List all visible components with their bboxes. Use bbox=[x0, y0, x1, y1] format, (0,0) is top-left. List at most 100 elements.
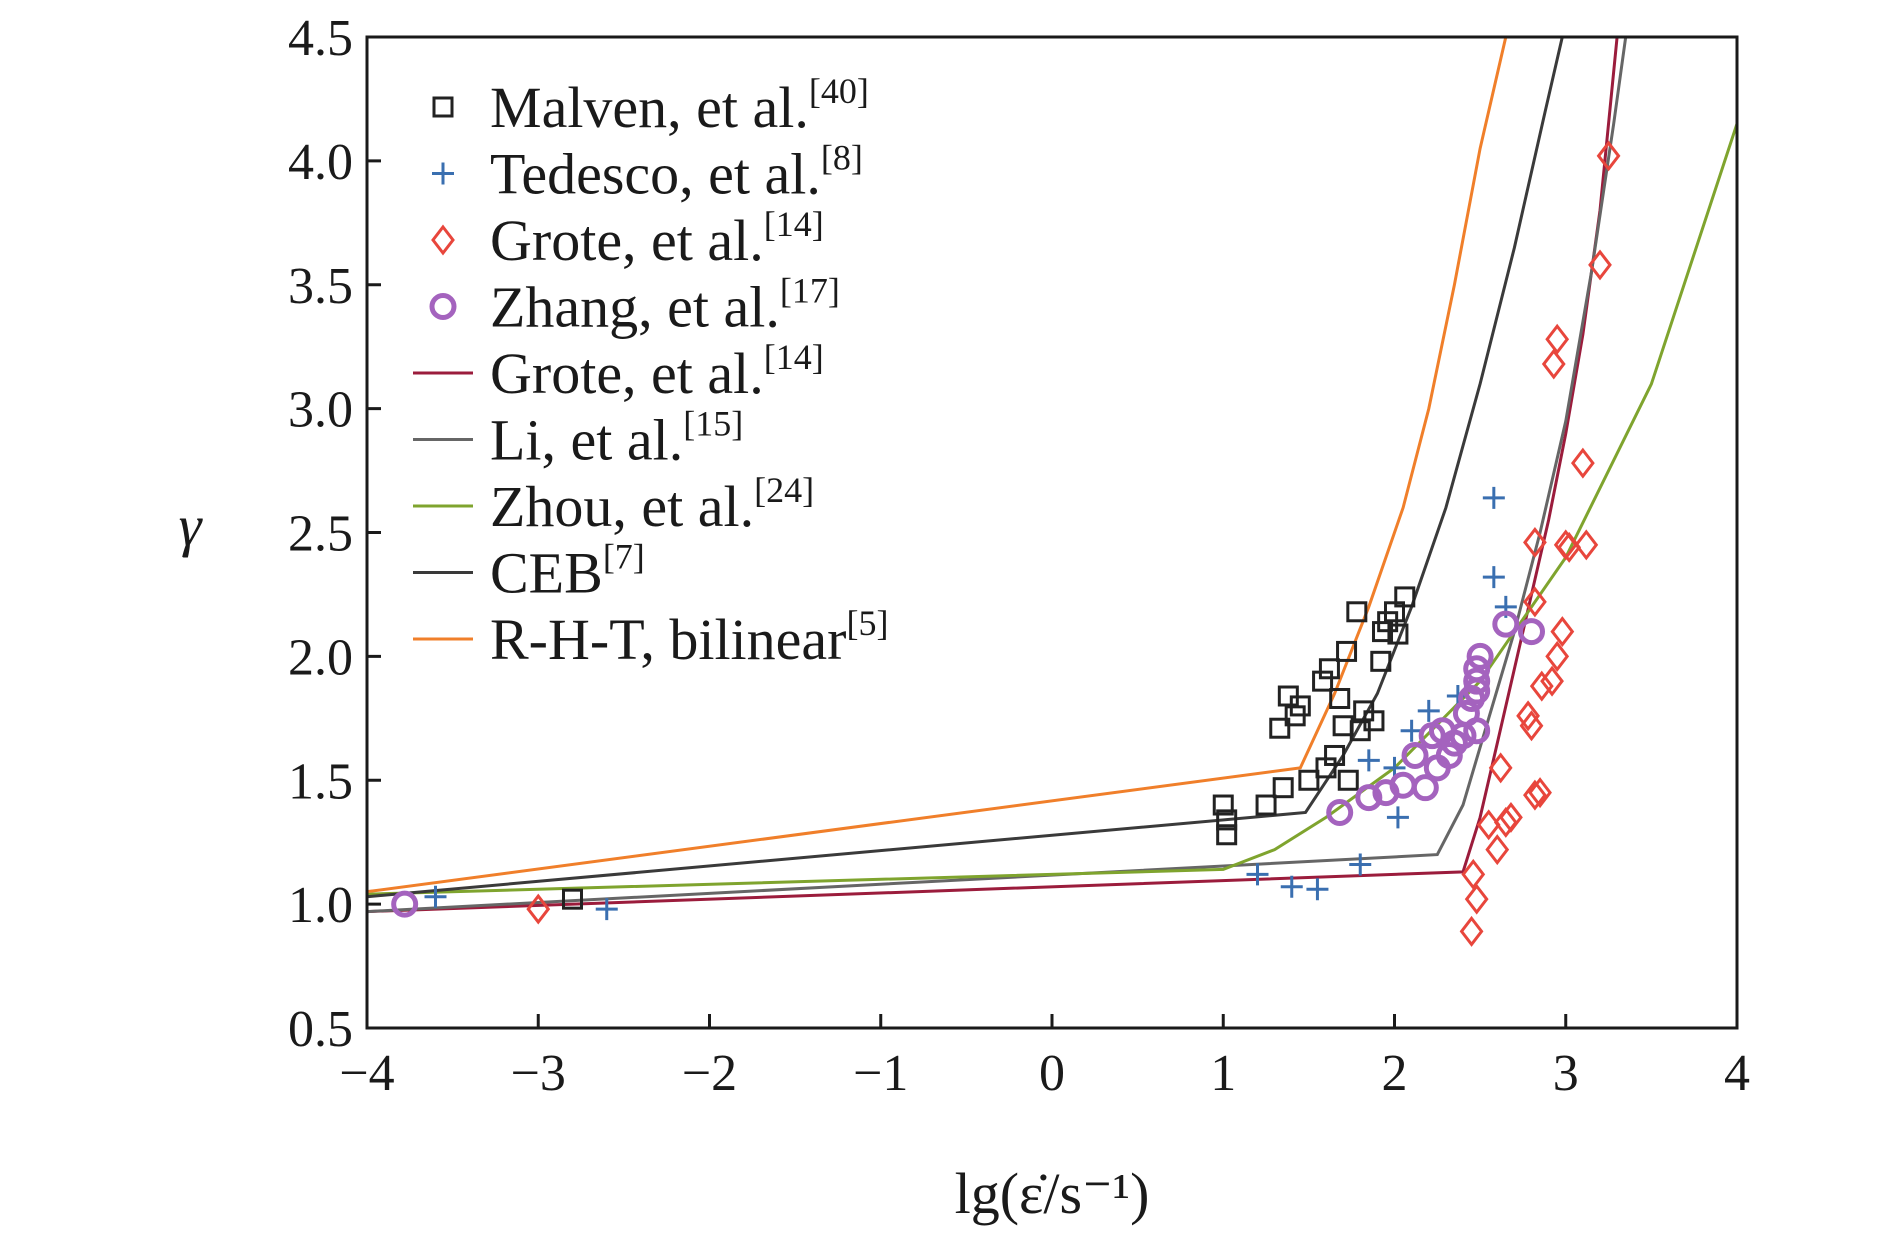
y-tick-label: 1.5 bbox=[288, 753, 353, 810]
data-point bbox=[1523, 586, 1547, 618]
data-point bbox=[1324, 744, 1346, 766]
data-point bbox=[1541, 348, 1566, 380]
y-tick-label: 3.5 bbox=[288, 258, 353, 315]
data-point bbox=[1463, 677, 1491, 705]
data-point bbox=[1588, 249, 1612, 281]
data-point bbox=[526, 893, 551, 925]
data-point bbox=[1596, 140, 1621, 172]
data-point bbox=[391, 890, 419, 918]
data-point bbox=[1523, 526, 1547, 558]
legend-item: CEB[7] bbox=[413, 537, 645, 606]
data-point bbox=[1401, 741, 1429, 769]
y-tick-label: 2.0 bbox=[288, 629, 353, 686]
data-point bbox=[1545, 323, 1570, 355]
data-point bbox=[1529, 670, 1554, 702]
data-point bbox=[1574, 529, 1599, 561]
legend-marker bbox=[432, 162, 454, 185]
data-point bbox=[1400, 719, 1423, 742]
data-point bbox=[1492, 610, 1520, 638]
y-tick-label: 2.5 bbox=[288, 506, 353, 563]
x-tick-label: −3 bbox=[511, 1045, 566, 1102]
x-tick-label: 3 bbox=[1553, 1045, 1579, 1102]
data-point bbox=[1386, 806, 1409, 829]
x-tick-label: 2 bbox=[1382, 1045, 1408, 1102]
y-tick-label: 4.5 bbox=[288, 10, 353, 67]
data-point bbox=[1246, 863, 1269, 886]
data-point bbox=[1387, 623, 1409, 645]
x-tick-label: 0 bbox=[1039, 1045, 1065, 1102]
series-line bbox=[367, 37, 1628, 914]
data-point bbox=[1463, 667, 1491, 695]
data-point bbox=[1493, 806, 1518, 838]
legend-item: R-H-T, bilinear[5] bbox=[413, 603, 888, 672]
legend: Malven, et al.[40]Tedesco, et al.[8]Grot… bbox=[413, 71, 888, 672]
series-line bbox=[367, 37, 1564, 899]
legend-item: Grote, et al.[14] bbox=[431, 204, 824, 273]
data-point bbox=[1355, 784, 1383, 812]
data-point bbox=[1463, 717, 1491, 745]
data-point bbox=[562, 888, 583, 910]
legend-marker bbox=[431, 224, 455, 256]
y-tick-label: 1.0 bbox=[288, 877, 353, 934]
legend-label: R-H-T, bilinear[5] bbox=[490, 603, 888, 672]
data-point bbox=[1326, 798, 1354, 826]
data-point bbox=[1289, 695, 1311, 717]
data-point bbox=[1540, 665, 1564, 697]
legend-label: Malven, et al.[40] bbox=[490, 71, 869, 140]
data-point bbox=[1349, 853, 1372, 876]
data-point bbox=[1357, 749, 1380, 772]
legend-marker bbox=[429, 293, 457, 320]
data-point bbox=[1482, 486, 1505, 509]
x-tick-label: 1 bbox=[1210, 1045, 1236, 1102]
data-point bbox=[1312, 670, 1334, 692]
y-axis-ticks: 0.5 1.0 1.5 2.0 2.5 3.0 3.5 4.0 4.5 bbox=[288, 10, 381, 1058]
y-tick-label: 3.0 bbox=[288, 382, 353, 439]
data-point bbox=[1417, 699, 1440, 722]
legend-item: Tedesco, et al.[8] bbox=[432, 138, 863, 207]
legend-label: Li, et al.[15] bbox=[490, 404, 743, 473]
data-point bbox=[1466, 642, 1494, 670]
legend-item: Zhou, et al.[24] bbox=[413, 470, 814, 539]
legend-label: Tedesco, et al.[8] bbox=[490, 138, 863, 207]
y-tick-label: 0.5 bbox=[288, 1001, 353, 1058]
data-point bbox=[1280, 875, 1303, 898]
data-point bbox=[1482, 566, 1505, 589]
x-tick-label: 4 bbox=[1724, 1045, 1750, 1102]
legend-item: Zhang, et al.[17] bbox=[429, 271, 840, 340]
data-point bbox=[1272, 777, 1294, 799]
data-point bbox=[1318, 658, 1340, 680]
data-point bbox=[1545, 640, 1570, 672]
x-tick-label: −2 bbox=[682, 1045, 737, 1102]
data-point bbox=[1518, 618, 1545, 646]
data-point bbox=[1346, 601, 1368, 623]
data-point bbox=[1216, 824, 1238, 846]
data-point bbox=[1570, 447, 1595, 479]
data-point bbox=[1349, 720, 1371, 742]
legend-marker bbox=[432, 96, 454, 118]
legend-label: CEB[7] bbox=[490, 537, 645, 606]
data-point bbox=[1255, 794, 1277, 816]
data-point bbox=[1461, 858, 1486, 890]
data-point bbox=[1329, 687, 1351, 709]
series-line bbox=[367, 37, 1508, 894]
data-point bbox=[1394, 586, 1416, 608]
data-point bbox=[1459, 915, 1484, 947]
x-axis-title: lg(ε̇/s⁻¹) bbox=[955, 1161, 1150, 1226]
x-tick-label: −1 bbox=[853, 1045, 908, 1102]
data-point bbox=[1488, 752, 1513, 784]
data-point bbox=[1212, 794, 1234, 816]
data-point bbox=[595, 898, 618, 921]
data-point bbox=[1435, 741, 1463, 769]
data-point bbox=[1337, 769, 1359, 791]
data-point bbox=[1216, 809, 1238, 831]
data-point bbox=[1336, 640, 1358, 662]
y-tick-label: 4.0 bbox=[288, 134, 353, 191]
plot-area bbox=[367, 37, 1737, 947]
plot-content bbox=[367, 37, 1737, 947]
data-point bbox=[1298, 769, 1320, 791]
y-axis-title: γ bbox=[179, 493, 204, 558]
data-point bbox=[1499, 801, 1523, 833]
data-point bbox=[1411, 774, 1439, 802]
data-point bbox=[1519, 710, 1544, 742]
